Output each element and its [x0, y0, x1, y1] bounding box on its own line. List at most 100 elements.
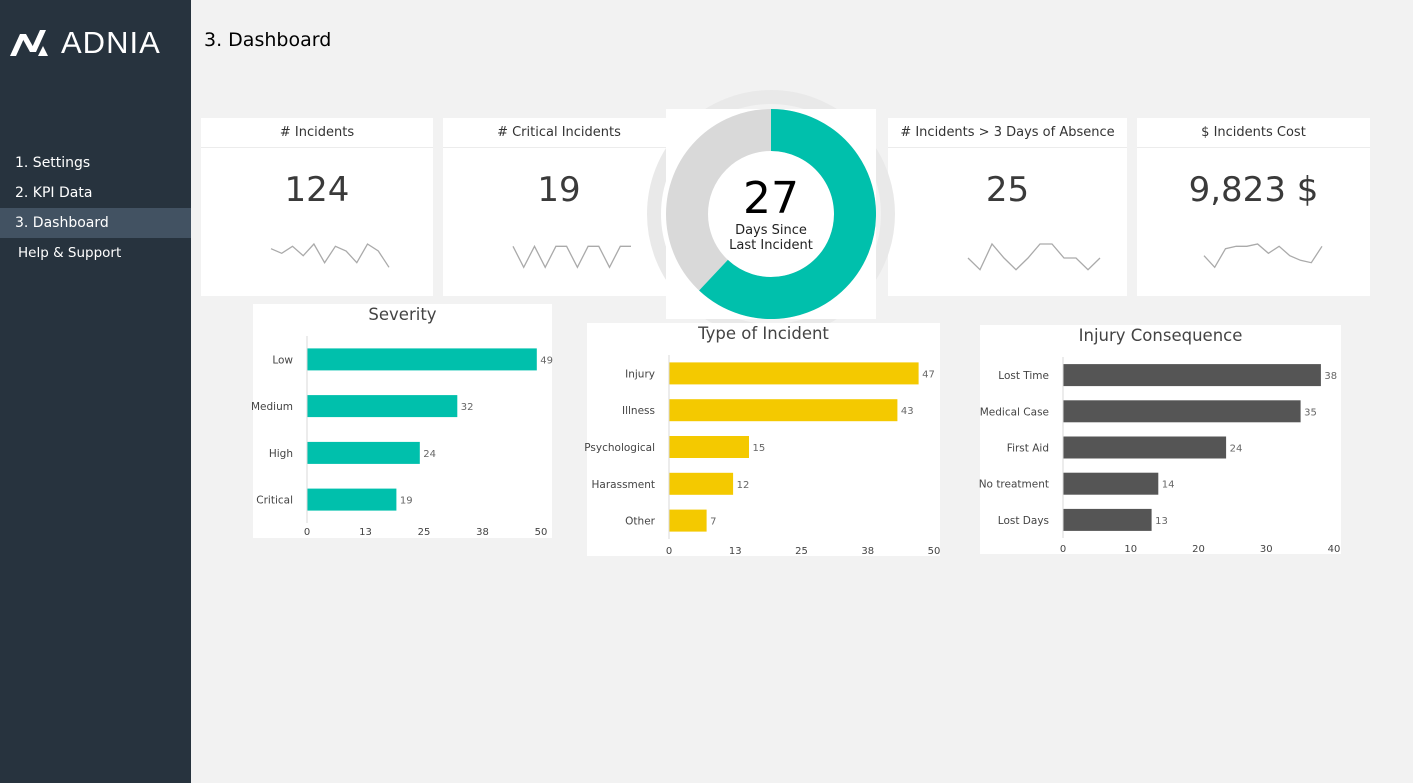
- chart-bar: [1063, 364, 1321, 387]
- chart-data-label: 19: [400, 496, 413, 507]
- kpi-title: # Incidents: [201, 118, 433, 148]
- sparkline-path: [967, 242, 1101, 271]
- kpi-sparkline: [270, 242, 390, 268]
- kpi-value: 19: [537, 170, 581, 210]
- chart-category-label: High: [269, 448, 293, 460]
- sidebar: ADNIA 1. Settings 2. KPI Data 3. Dashboa…: [0, 0, 191, 783]
- chart-bar: [307, 348, 537, 371]
- kpi-value: 124: [284, 170, 350, 210]
- donut-progress-arc: [699, 109, 876, 319]
- chart-bar: [307, 395, 458, 418]
- chart-bar: [1063, 472, 1159, 495]
- chart-bar: [307, 441, 420, 464]
- sidebar-nav: 1. Settings 2. KPI Data 3. Dashboard Hel…: [0, 148, 191, 268]
- chart-category-label: Critical: [256, 495, 293, 507]
- injury-consequence-chart-plot: Lost Time 38 Medical Case 35 First Aid 24 No t…: [979, 357, 1341, 555]
- chart-tick-label: 13: [729, 546, 742, 557]
- chart-category-label: Medical Case: [980, 406, 1049, 418]
- kpi-card-incidents-cost: $ Incidents Cost 9,823 $: [1137, 118, 1370, 296]
- type-of-incident-chart: Type of Incident Injury 47 Illness 43 Psycho…: [584, 323, 941, 557]
- type-of-incident-chart-plot: Injury 47 Illness 43 Psychological 15 Harassme…: [584, 355, 941, 557]
- chart-bar: [669, 362, 919, 385]
- kpi-card-critical-incidents: # Critical Incidents 19: [443, 118, 675, 296]
- chart-tick-label: 40: [1328, 544, 1341, 555]
- logo-text: ADNIA: [61, 25, 161, 60]
- chart-tick-label: 38: [476, 527, 489, 538]
- chart-tick-label: 0: [666, 546, 672, 557]
- sidebar-item-kpi-data[interactable]: 2. KPI Data: [15, 185, 93, 201]
- days-since-caption: Days Since Last Incident: [666, 223, 876, 253]
- chart-tick-label: 0: [1060, 544, 1066, 555]
- chart-tick-label: 25: [795, 546, 808, 557]
- chart-tick-label: 25: [418, 527, 431, 538]
- chart-data-label: 14: [1162, 480, 1175, 491]
- chart-bar: [669, 509, 707, 532]
- chart-category-label: Other: [625, 516, 655, 528]
- sidebar-item-help-support[interactable]: Help & Support: [18, 245, 122, 261]
- chart-title: Severity: [368, 305, 437, 324]
- severity-chart: Severity Low 49 Medium 32 High 24 Critical 19 0 1…: [251, 304, 553, 538]
- chart-tick-label: 38: [861, 546, 874, 557]
- chart-bar: [669, 399, 898, 422]
- chart-data-label: 7: [710, 517, 716, 528]
- sparkline-path: [270, 242, 390, 268]
- days-since-caption-line1: Days Since: [735, 223, 807, 238]
- chart-tick-label: 20: [1192, 544, 1205, 555]
- logo[interactable]: ADNIA: [10, 25, 161, 60]
- chart-bar: [1063, 436, 1227, 459]
- chart-category-label: No treatment: [979, 479, 1049, 491]
- chart-bar: [669, 436, 749, 458]
- sidebar-item-settings[interactable]: 1. Settings: [15, 155, 91, 171]
- kpi-value: 9,823 $: [1188, 170, 1319, 210]
- severity-chart-plot: Low 49 Medium 32 High 24 Critical 19 0 13 25 38 50: [251, 336, 553, 538]
- days-since-card: 27 Days Since Last Incident: [666, 109, 876, 319]
- chart-data-label: 49: [540, 355, 553, 366]
- chart-category-label: Harassment: [592, 479, 655, 491]
- sidebar-item-dashboard[interactable]: 3. Dashboard: [0, 208, 191, 238]
- chart-category-label: Psychological: [584, 442, 655, 454]
- adnia-logo-icon: [10, 30, 48, 56]
- days-since-donut: [666, 109, 876, 319]
- chart-data-label: 12: [737, 480, 750, 491]
- kpi-sparkline: [1203, 243, 1323, 269]
- chart-category-label: Medium: [251, 401, 293, 413]
- chart-category-label: First Aid: [1007, 443, 1049, 455]
- chart-data-label: 35: [1304, 407, 1317, 418]
- chart-category-label: Injury: [625, 368, 655, 380]
- chart-tick-label: 30: [1260, 544, 1273, 555]
- chart-category-label: Lost Time: [998, 370, 1049, 382]
- kpi-card-incidents: # Incidents 124: [201, 118, 433, 296]
- chart-data-label: 15: [753, 443, 766, 454]
- chart-title: Type of Incident: [698, 324, 829, 343]
- kpi-value: 25: [985, 170, 1030, 210]
- kpi-sparkline: [967, 242, 1101, 271]
- kpi-title: # Incidents > 3 Days of Absence: [888, 118, 1127, 148]
- kpi-card-absence-incidents: # Incidents > 3 Days of Absence 25: [888, 118, 1127, 296]
- chart-tick-label: 50: [535, 527, 548, 538]
- sparkline-path: [512, 244, 631, 269]
- chart-title: Injury Consequence: [1078, 326, 1243, 345]
- chart-data-label: 13: [1155, 516, 1168, 527]
- chart-bar: [307, 488, 397, 511]
- chart-data-label: 47: [922, 369, 935, 380]
- chart-data-label: 32: [461, 402, 474, 413]
- kpi-sparkline: [512, 244, 631, 269]
- chart-data-label: 38: [1324, 371, 1337, 382]
- kpi-title: # Critical Incidents: [443, 118, 675, 148]
- kpi-title: $ Incidents Cost: [1137, 118, 1370, 148]
- chart-data-label: 24: [423, 449, 436, 460]
- chart-category-label: Low: [272, 354, 293, 366]
- page-title: 3. Dashboard: [204, 29, 332, 51]
- chart-data-label: 24: [1230, 444, 1243, 455]
- chart-tick-label: 0: [304, 527, 310, 538]
- chart-bar: [1063, 400, 1301, 423]
- chart-tick-label: 50: [928, 546, 941, 557]
- chart-category-label: Illness: [622, 405, 655, 417]
- days-since-caption-line2: Last Incident: [729, 238, 813, 253]
- chart-bar: [1063, 508, 1152, 531]
- injury-consequence-chart: Injury Consequence Lost Time 38 Medical Ca…: [979, 325, 1341, 555]
- days-since-value: 27: [743, 173, 799, 224]
- chart-data-label: 43: [901, 406, 914, 417]
- sparkline-path: [1203, 243, 1323, 269]
- chart-bar: [669, 472, 734, 495]
